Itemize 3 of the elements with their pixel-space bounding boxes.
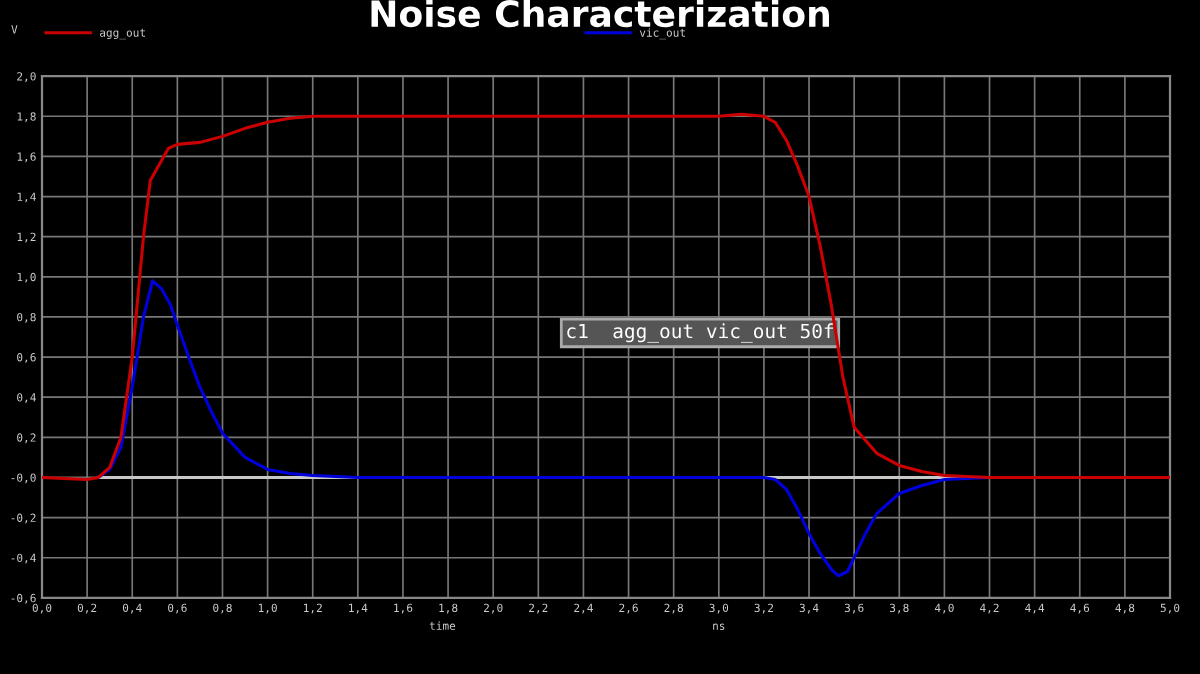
annotation: c1 agg_out vic_out 50f [567, 323, 834, 343]
chart-title: Noise Characterization [371, 0, 829, 28]
line-series [42, 112, 1170, 481]
